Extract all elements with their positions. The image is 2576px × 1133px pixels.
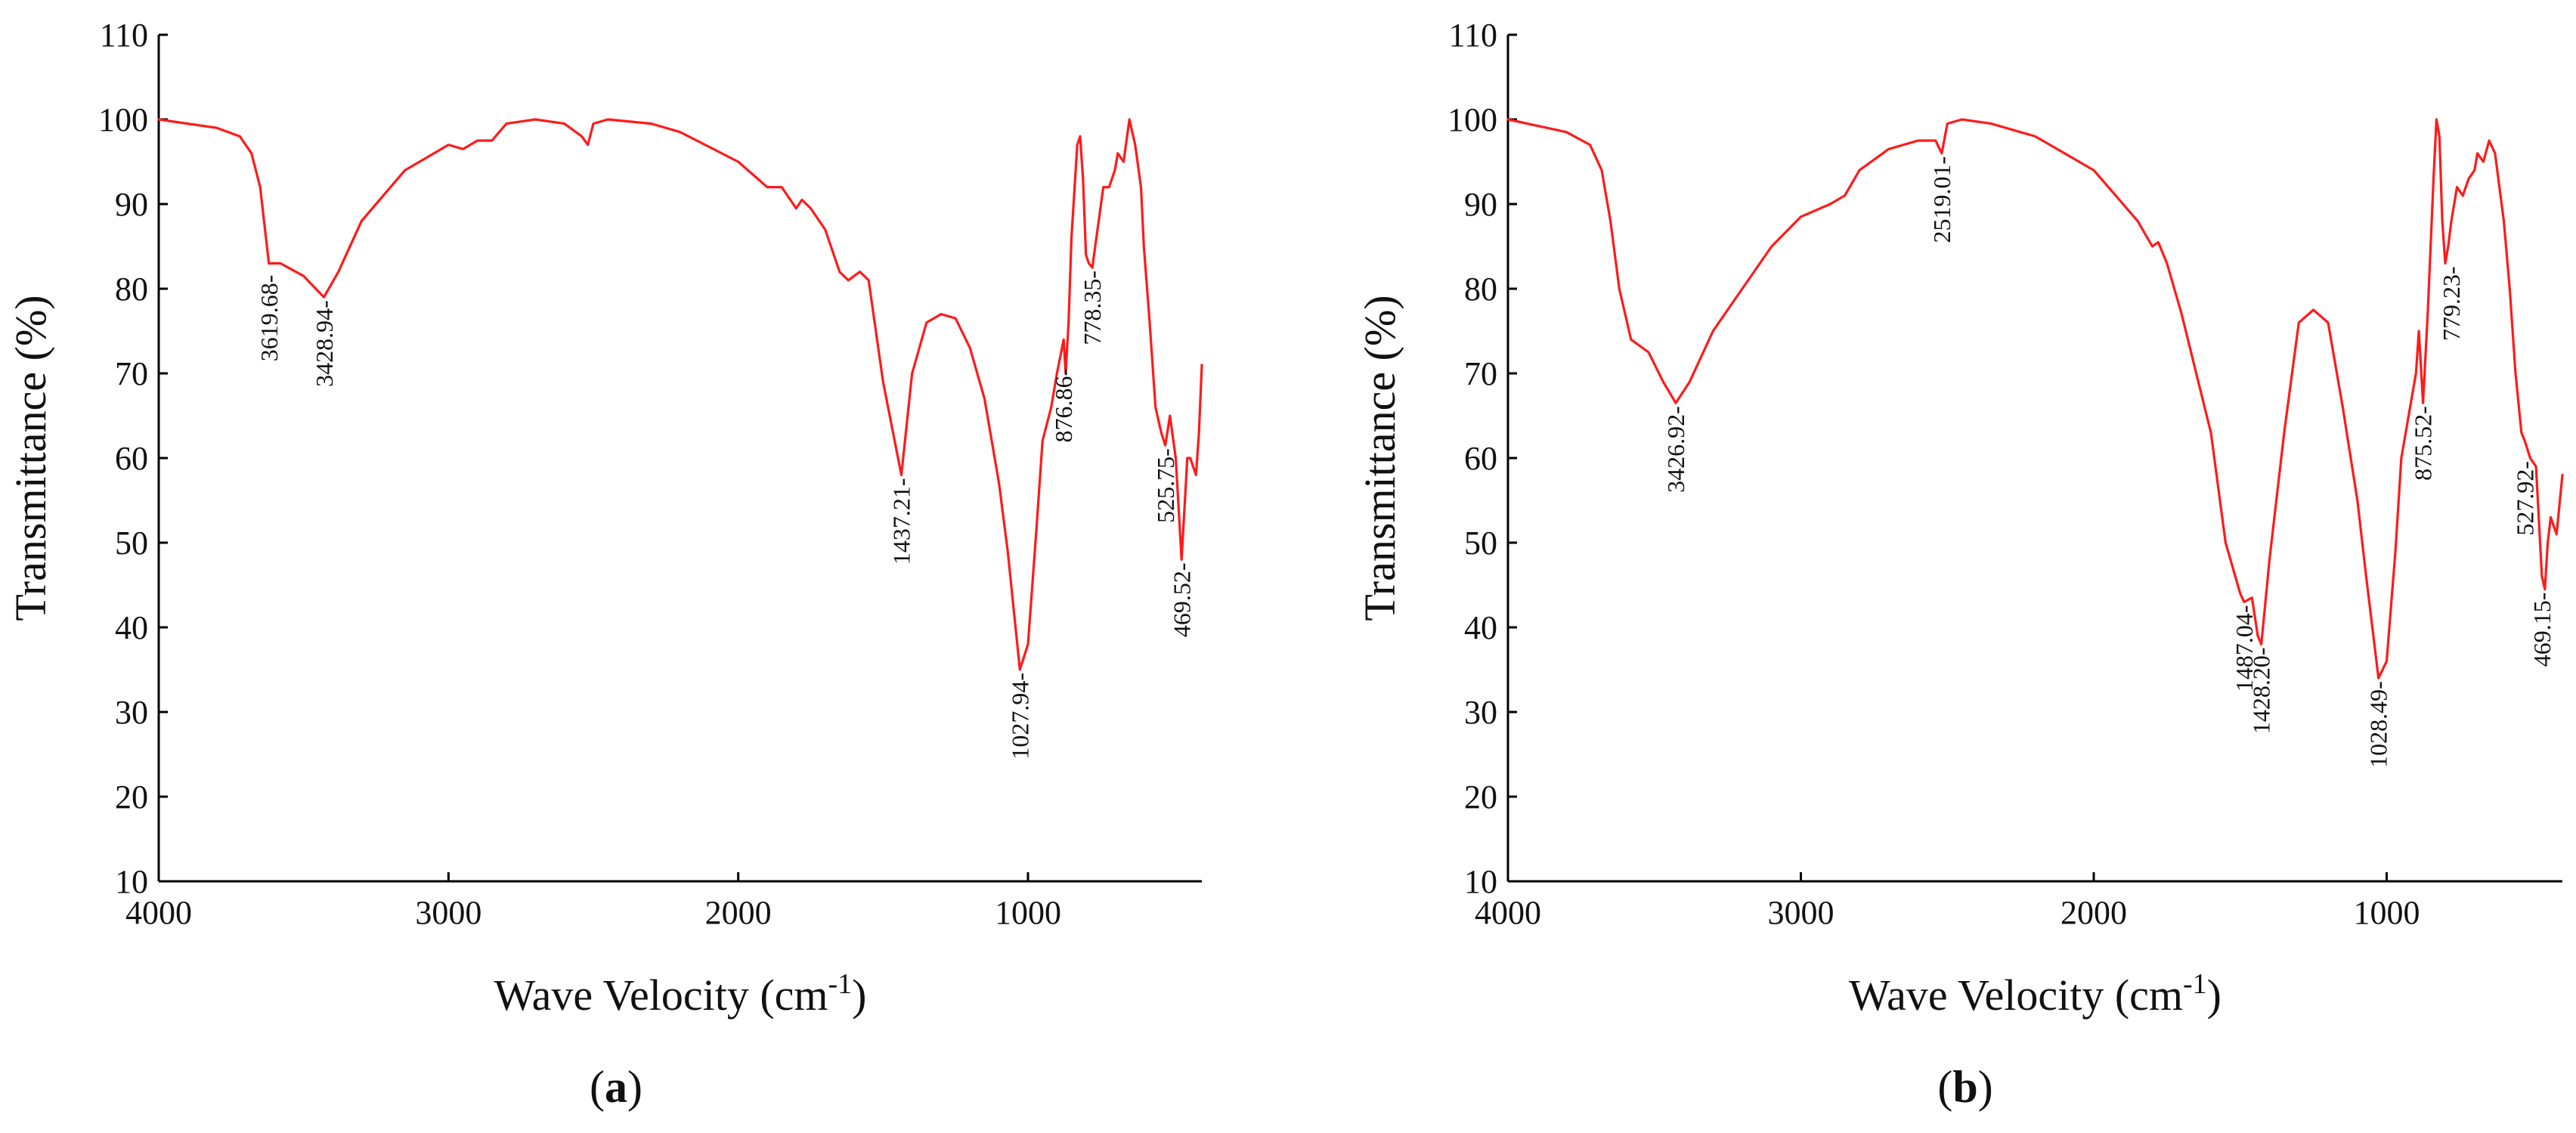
peak-label: 1428.20- [2248, 647, 2275, 734]
peak-label: 527.92- [2511, 461, 2538, 536]
y-tick-label: 60 [1464, 440, 1497, 477]
peak-label: 875.52- [2410, 406, 2437, 481]
y-tick-label: 20 [115, 779, 148, 816]
x-tick-label: 2000 [705, 894, 772, 931]
y-tick-label: 110 [100, 17, 148, 54]
chart-panel-a: 10 20 30 40 50 60 70 80 90 100 110 4000 3000 2000 1000… [6, 17, 1203, 1112]
peak-label: 1437.21- [887, 478, 915, 565]
y-tick-label: 70 [115, 355, 148, 392]
chart-panel-b: 10 20 30 40 50 60 70 80 90 100 110 4000 3000 2000 1000… [1355, 17, 2564, 1112]
y-tick-label: 80 [115, 271, 148, 308]
x-tick-label: 4000 [125, 894, 192, 931]
y-tick-label: 90 [1464, 186, 1497, 223]
peak-label: 3428.94- [311, 300, 338, 387]
x-tick-label: 1000 [2354, 894, 2420, 931]
peak-label: 3426.92- [1662, 406, 1689, 493]
x-axis-title: Wave Velocity (cm-1) [1849, 968, 2221, 1020]
y-tick-label: 60 [115, 440, 148, 477]
peak-label: 1027.94- [1006, 673, 1033, 760]
peak-label: 1487.04- [2231, 605, 2258, 692]
y-tick-label: 30 [115, 694, 148, 731]
peak-label: 469.52- [1168, 562, 1195, 637]
y-tick-label: 50 [1464, 525, 1497, 562]
y-axis-title: Transmittance (%) [6, 295, 55, 621]
series-line [1506, 118, 2564, 679]
peak-label: 1028.49- [2364, 681, 2392, 768]
y-tick-label: 40 [1464, 609, 1497, 646]
peak-label: 2519.01- [1928, 156, 1955, 243]
y-tick-label: 50 [115, 525, 148, 562]
y-tick-label: 110 [1449, 17, 1497, 54]
x-tick-label: 3000 [1768, 894, 1834, 931]
x-tick-label: 3000 [415, 894, 481, 931]
panel-label: (a) [590, 1062, 642, 1112]
y-tick-label: 90 [115, 186, 148, 223]
x-tick-label: 2000 [2060, 894, 2127, 931]
series-line [157, 118, 1203, 671]
panel-label: (b) [1937, 1062, 1992, 1112]
peak-label: 876.86- [1050, 368, 1077, 443]
peak-label: 525.75- [1152, 448, 1179, 523]
y-tick-label: 100 [1447, 101, 1497, 138]
y-tick-label: 20 [1464, 779, 1497, 816]
x-tick-label: 4000 [1475, 894, 1541, 931]
y-tick-label: 70 [1464, 355, 1497, 392]
y-tick-label: 100 [98, 101, 148, 138]
y-tick-label: 80 [1464, 271, 1497, 308]
peak-label: 778.35- [1079, 271, 1106, 345]
y-axis-title: Transmittance (%) [1355, 295, 1404, 621]
y-tick-label: 40 [115, 609, 148, 646]
y-tick-label: 10 [115, 863, 148, 900]
x-axis-title: Wave Velocity (cm-1) [494, 968, 867, 1020]
peak-label: 469.15- [2528, 593, 2556, 667]
peak-label: 3619.68- [255, 275, 283, 362]
y-tick-label: 10 [1464, 863, 1497, 900]
y-tick-label: 30 [1464, 694, 1497, 731]
peak-label: 779.23- [2438, 266, 2465, 341]
x-tick-label: 1000 [995, 894, 1061, 931]
